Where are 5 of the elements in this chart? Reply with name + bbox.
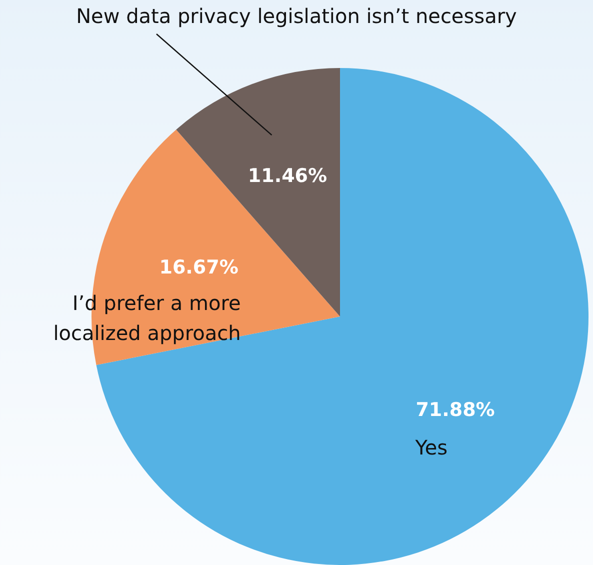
slice-label: New data privacy legislation isn’t necessary	[76, 4, 518, 28]
data-label: 11.46%	[248, 164, 328, 187]
data-label: 71.88%	[416, 399, 495, 422]
slice-label: Yes	[414, 435, 448, 460]
data-label: 16.67%	[159, 256, 238, 279]
